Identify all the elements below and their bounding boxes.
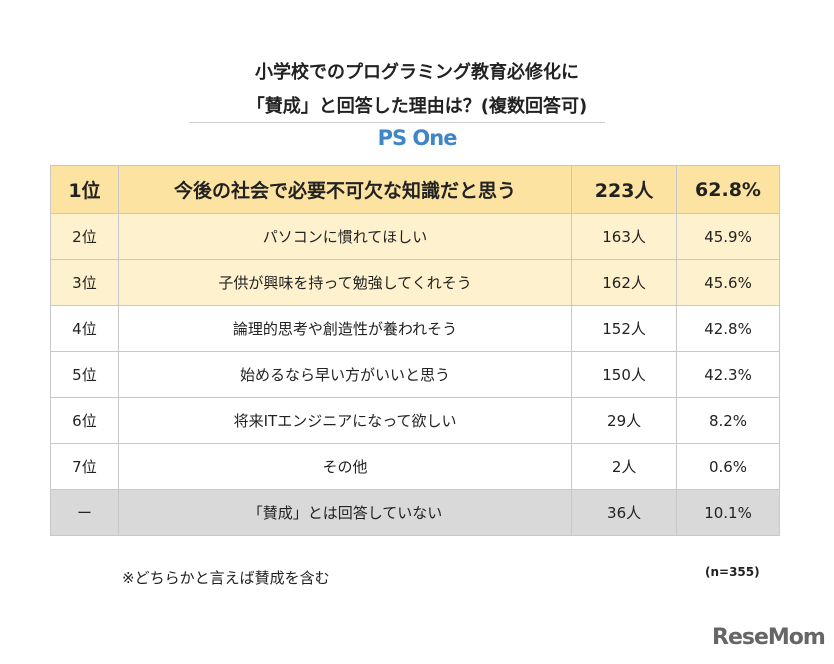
footnote: ※どちらかと言えば賛成を含む <box>122 569 330 587</box>
table-row: 4位 論理的思考や創造性が養われそう 152人 42.8% <box>50 305 780 352</box>
cell-reason: 将来ITエンジニアになって欲しい <box>117 397 573 444</box>
title-line-2: 「賛成」と回答した理由は？(複数回答可) <box>246 96 588 117</box>
sample-size: (n=355) <box>705 565 760 579</box>
cell-reason: パソコンに慣れてほしい <box>117 213 573 260</box>
cell-rank: 2位 <box>50 213 119 260</box>
cell-count: 152人 <box>571 305 678 352</box>
cell-reason: その他 <box>117 443 573 490</box>
cell-percent: 45.6% <box>676 259 780 306</box>
cell-reason: 論理的思考や創造性が養われそう <box>117 305 573 352</box>
cell-rank: 6位 <box>50 397 119 444</box>
cell-rank: ー <box>50 489 119 536</box>
cell-count: 36人 <box>571 489 678 536</box>
cell-percent: 42.3% <box>676 351 780 398</box>
cell-percent: 10.1% <box>676 489 780 536</box>
table-row: 2位 パソコンに慣れてほしい 163人 45.9% <box>50 213 780 260</box>
cell-reason: 子供が興味を持って勉強してくれそう <box>117 259 573 306</box>
table-row: 1位 今後の社会で必要不可欠な知識だと思う 223人 62.8% <box>50 165 780 214</box>
cell-rank: 3位 <box>50 259 119 306</box>
cell-count: 2人 <box>571 443 678 490</box>
cell-count: 29人 <box>571 397 678 444</box>
table-row: ー「賛成」とは回答していない 36人 10.1% <box>50 489 780 536</box>
resemom-logo: ReseMom <box>712 625 826 650</box>
cell-percent: 42.8% <box>676 305 780 352</box>
cell-percent: 62.8% <box>676 165 780 214</box>
table-row: 5位 始めるなら早い方がいいと思う 150人 42.3% <box>50 351 780 398</box>
cell-reason: 始めるなら早い方がいいと思う <box>117 351 573 398</box>
cell-rank: 4位 <box>50 305 119 352</box>
brand-logo: PS One <box>377 126 458 150</box>
cell-rank: 7位 <box>50 443 119 490</box>
cell-rank: 5位 <box>50 351 119 398</box>
ranking-table: 1位 今後の社会で必要不可欠な知識だと思う 223人 62.8% 2位 パソコンに慣れてほ… <box>50 165 780 536</box>
cell-count: 162人 <box>571 259 678 306</box>
cell-reason: 「賛成」とは回答していない <box>117 489 573 536</box>
cell-percent: 8.2% <box>676 397 780 444</box>
cell-count: 223人 <box>571 165 678 214</box>
cell-count: 150人 <box>571 351 678 398</box>
cell-percent: 45.9% <box>676 213 780 260</box>
divider <box>190 122 605 123</box>
table-row: 6位 将来ITエンジニアになって欲しい 29人 8.2% <box>50 397 780 444</box>
table-row: 3位 子供が興味を持って勉強してくれそう 162人 45.6% <box>50 259 780 306</box>
cell-percent: 0.6% <box>676 443 780 490</box>
cell-reason: 今後の社会で必要不可欠な知識だと思う <box>117 165 573 214</box>
cell-rank: 1位 <box>50 165 119 214</box>
cell-count: 163人 <box>571 213 678 260</box>
table-row: 7位 その他 2人 0.6% <box>50 443 780 490</box>
title-line-1: 小学校でのプログラミング教育必修化に <box>255 62 579 83</box>
